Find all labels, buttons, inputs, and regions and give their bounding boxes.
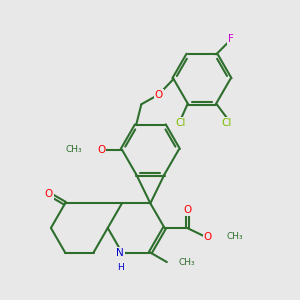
Text: CH₃: CH₃ <box>66 145 83 154</box>
Text: N: N <box>116 248 124 257</box>
Text: CH₃: CH₃ <box>226 232 243 241</box>
Text: CH₃: CH₃ <box>179 258 196 267</box>
Text: F: F <box>228 34 234 44</box>
Text: O: O <box>44 189 53 199</box>
Text: Cl: Cl <box>176 118 186 128</box>
Text: O: O <box>183 205 191 215</box>
Text: Cl: Cl <box>221 118 232 128</box>
Text: O: O <box>154 90 163 100</box>
Text: H: H <box>117 262 124 272</box>
Text: O: O <box>204 232 212 242</box>
Text: O: O <box>97 145 105 154</box>
